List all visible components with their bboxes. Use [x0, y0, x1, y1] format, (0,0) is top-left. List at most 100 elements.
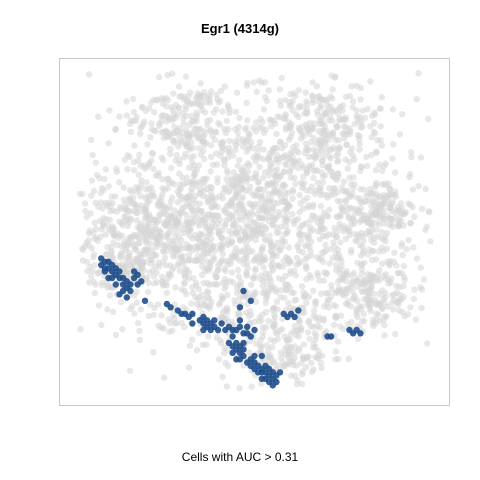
cell-point	[224, 291, 231, 299]
cell-point	[387, 216, 395, 223]
cell-point	[337, 312, 345, 319]
cell-point	[207, 260, 214, 267]
cell-point	[349, 104, 356, 111]
cell-point	[209, 196, 216, 203]
cell-point	[215, 262, 222, 269]
cell-point	[290, 161, 297, 168]
cell-point	[217, 339, 225, 347]
cell-point	[269, 204, 276, 211]
cell-point	[341, 135, 348, 142]
cell-point	[170, 312, 177, 319]
cell-point	[257, 195, 264, 202]
cell-point	[84, 267, 91, 275]
cell-point	[160, 156, 167, 164]
cell-point	[260, 186, 268, 194]
cell-point	[344, 165, 351, 172]
cell-point	[279, 263, 286, 270]
cell-point	[339, 130, 346, 137]
cell-point	[203, 185, 211, 192]
cell-point	[287, 124, 294, 131]
cell-point	[296, 225, 303, 233]
cell-point	[276, 86, 284, 93]
cell-point	[210, 254, 217, 261]
cell-point	[219, 295, 226, 303]
cell-point	[79, 257, 87, 264]
cell-point	[145, 288, 152, 296]
cell-point	[248, 383, 255, 390]
cell-point	[378, 142, 385, 149]
cell-point	[347, 249, 355, 256]
cell-point	[311, 298, 319, 306]
cell-point	[163, 103, 170, 110]
cell-point	[167, 198, 174, 206]
cell-point	[332, 356, 339, 363]
cell-point	[81, 200, 89, 207]
cell-point	[213, 150, 220, 157]
cell-point	[178, 237, 185, 244]
cell-point	[176, 170, 183, 177]
cell-point	[321, 111, 329, 118]
cell-point	[223, 383, 230, 390]
cell-point	[316, 277, 323, 284]
cell-point	[259, 324, 267, 331]
cell-point	[188, 247, 195, 254]
cell-point	[256, 259, 263, 266]
cell-point	[334, 170, 341, 177]
cell-point	[234, 162, 242, 169]
cell-point	[254, 179, 262, 186]
cell-point	[297, 236, 305, 244]
cell-point	[148, 126, 156, 133]
cell-point	[293, 142, 300, 149]
cell-point	[398, 270, 406, 277]
cell-point	[354, 278, 361, 285]
cell-point	[201, 131, 208, 138]
active-cell-point	[258, 375, 265, 382]
cell-point	[360, 310, 367, 318]
cell-point	[188, 336, 196, 343]
cell-point	[405, 200, 412, 207]
cell-point	[292, 372, 299, 380]
cell-point	[271, 311, 278, 319]
cell-point	[314, 355, 322, 362]
cell-point	[183, 112, 190, 119]
cell-point	[130, 95, 137, 103]
cell-point	[215, 356, 223, 363]
cell-point	[361, 114, 369, 122]
cell-point	[142, 224, 150, 231]
cell-point	[314, 272, 322, 279]
active-cell-point	[291, 313, 298, 321]
cell-point	[287, 344, 294, 351]
cell-point	[89, 268, 96, 275]
cell-point	[141, 118, 148, 125]
cell-point	[300, 231, 308, 239]
cell-point	[252, 290, 259, 297]
cell-point	[306, 335, 313, 343]
cell-point	[228, 231, 236, 238]
cell-point	[329, 86, 336, 93]
cell-point	[91, 289, 99, 297]
cell-point	[285, 354, 292, 361]
cell-point	[265, 87, 272, 94]
cell-point	[335, 150, 342, 158]
cell-point	[392, 169, 399, 176]
cell-point	[223, 117, 230, 125]
cell-point	[116, 203, 124, 211]
cell-point	[207, 168, 214, 175]
cell-point	[267, 351, 274, 359]
cell-point	[342, 156, 349, 163]
cell-point	[250, 79, 257, 86]
cell-point	[292, 272, 299, 279]
cell-point	[308, 125, 316, 132]
cell-point	[336, 144, 343, 151]
cell-point	[237, 201, 244, 208]
cell-point	[296, 316, 303, 324]
cell-point	[176, 181, 184, 188]
x-axis-label: Cells with AUC > 0.31	[181, 450, 299, 464]
cell-point	[205, 289, 212, 296]
cell-point	[269, 221, 276, 228]
cell-point	[106, 203, 114, 210]
cell-point	[173, 253, 180, 260]
cell-point	[334, 338, 342, 345]
active-cell-point	[273, 378, 280, 386]
cell-point	[272, 173, 279, 180]
